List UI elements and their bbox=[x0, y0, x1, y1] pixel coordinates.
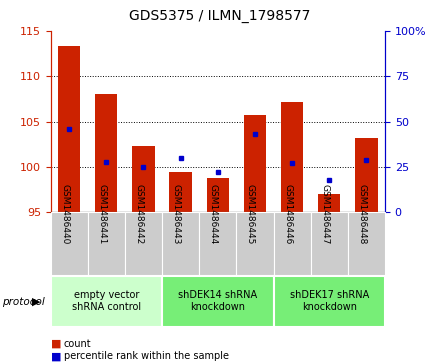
Bar bbox=[281, 102, 303, 212]
Bar bbox=[125, 212, 162, 276]
Bar bbox=[51, 212, 88, 276]
Bar bbox=[58, 46, 81, 212]
Bar bbox=[51, 276, 162, 327]
Bar bbox=[274, 276, 385, 327]
Text: shDEK17 shRNA
knockdown: shDEK17 shRNA knockdown bbox=[290, 290, 369, 312]
Bar bbox=[199, 212, 236, 276]
Text: ■: ■ bbox=[51, 351, 61, 362]
Text: GSM1486440: GSM1486440 bbox=[60, 184, 69, 244]
Bar bbox=[236, 212, 274, 276]
Bar bbox=[162, 276, 274, 327]
Bar bbox=[88, 212, 125, 276]
Bar bbox=[207, 178, 229, 212]
Bar bbox=[162, 212, 199, 276]
Text: ▶: ▶ bbox=[32, 297, 41, 307]
Bar bbox=[274, 212, 311, 276]
Text: protocol: protocol bbox=[2, 297, 45, 307]
Text: shDEK14 shRNA
knockdown: shDEK14 shRNA knockdown bbox=[178, 290, 257, 312]
Text: ■: ■ bbox=[51, 339, 61, 349]
Text: GSM1486448: GSM1486448 bbox=[357, 184, 367, 244]
Text: GSM1486445: GSM1486445 bbox=[246, 184, 255, 244]
Text: GDS5375 / ILMN_1798577: GDS5375 / ILMN_1798577 bbox=[129, 9, 311, 23]
Bar bbox=[169, 171, 192, 212]
Bar bbox=[244, 115, 266, 212]
Bar bbox=[355, 138, 378, 212]
Text: GSM1486446: GSM1486446 bbox=[283, 184, 292, 244]
Text: count: count bbox=[64, 339, 92, 349]
Bar bbox=[132, 146, 154, 212]
Text: GSM1486444: GSM1486444 bbox=[209, 184, 218, 244]
Text: percentile rank within the sample: percentile rank within the sample bbox=[64, 351, 229, 362]
Text: GSM1486441: GSM1486441 bbox=[97, 184, 106, 244]
Bar bbox=[95, 94, 117, 212]
Text: GSM1486447: GSM1486447 bbox=[320, 184, 329, 244]
Text: GSM1486442: GSM1486442 bbox=[135, 184, 143, 244]
Bar bbox=[348, 212, 385, 276]
Text: empty vector
shRNA control: empty vector shRNA control bbox=[72, 290, 141, 312]
Text: GSM1486443: GSM1486443 bbox=[172, 184, 181, 244]
Bar bbox=[311, 212, 348, 276]
Bar bbox=[318, 194, 341, 212]
